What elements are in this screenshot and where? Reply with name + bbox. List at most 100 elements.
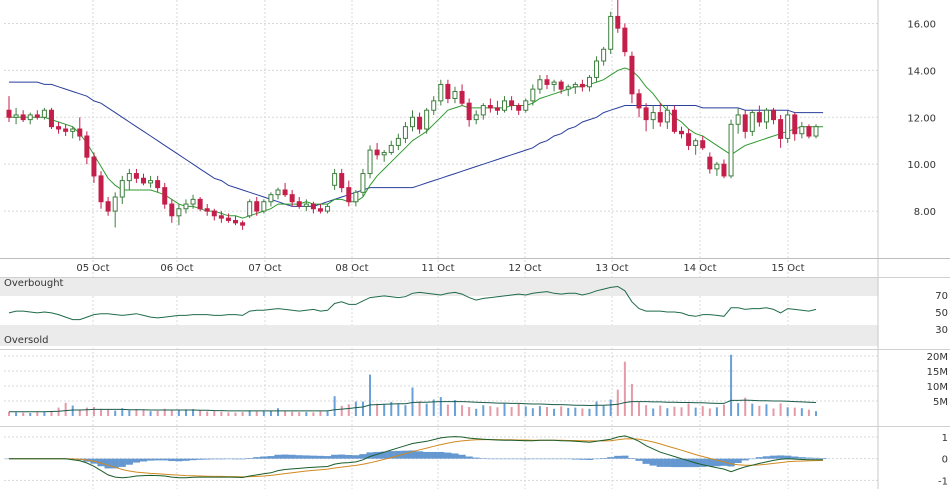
volume-bar (241, 412, 244, 416)
candle-up (749, 112, 755, 132)
candle-down (579, 83, 585, 88)
candle-down (254, 201, 260, 212)
volume-bar (645, 405, 648, 416)
macd-histogram-bar (139, 458, 148, 462)
candle-down (346, 187, 352, 203)
macd-histogram-bar (423, 451, 431, 459)
macd-histogram-bar (146, 458, 155, 461)
candle-down (509, 100, 515, 107)
volume-bar (248, 410, 251, 416)
macd-histogram-bar (734, 458, 742, 463)
sma-short-line (9, 67, 824, 219)
candle-up (480, 105, 486, 116)
candle-down (211, 210, 217, 217)
volume-bar (779, 403, 782, 416)
volume-bar (376, 403, 379, 416)
volume-bar (468, 407, 471, 416)
candle-down (218, 215, 224, 219)
volume-bar (213, 411, 216, 416)
price-tick-label: 10.00 (907, 160, 936, 171)
macd-histogram-bar (210, 458, 218, 460)
volume-bar (383, 404, 386, 416)
candle-down (374, 149, 380, 156)
macd-histogram-bar (500, 458, 509, 460)
volume-bar (404, 405, 407, 416)
macd-histogram-bar (302, 455, 310, 459)
volume-bar (553, 408, 556, 416)
volume-bar (446, 404, 449, 416)
macd-histogram-bar (819, 458, 827, 459)
volume-bar (29, 413, 32, 416)
macd-histogram-bar (189, 458, 197, 461)
candle-down (34, 114, 40, 118)
candle-down (629, 55, 635, 95)
date-tick-label: 14 Oct (683, 263, 716, 274)
candle-down (679, 130, 684, 135)
candle-down (84, 135, 90, 158)
macd-histogram-bar (748, 458, 756, 460)
candle-down (417, 116, 423, 130)
volume-panel (8, 354, 817, 416)
volume-bar (354, 401, 357, 416)
candle-down (636, 93, 642, 109)
volume-bar (638, 402, 641, 416)
macd-histogram-bar (118, 458, 126, 467)
volume-bar (744, 397, 747, 416)
macd-histogram-bar (755, 457, 763, 459)
macd-histogram-bar (203, 458, 211, 460)
volume-bar (64, 402, 67, 416)
macd-histogram-bar (373, 451, 381, 459)
macd-histogram-bar (437, 451, 445, 459)
volume-bar (461, 405, 464, 416)
macd-histogram-bar (798, 457, 806, 459)
volume-bar (418, 401, 421, 416)
volume-bar (687, 403, 690, 416)
candle-up (402, 126, 408, 139)
candle-up (586, 76, 592, 88)
macd-histogram-bar (592, 458, 601, 460)
candle-up (813, 126, 819, 137)
candle-down (233, 219, 239, 224)
macd-histogram-bar (394, 450, 402, 459)
candle-down (516, 105, 522, 111)
candle-up (126, 173, 132, 182)
macd-histogram-bar (805, 457, 813, 459)
volume-bar (666, 408, 669, 416)
macd-histogram-bar (812, 457, 820, 459)
macd-histogram-bar (578, 458, 586, 460)
macd-histogram-bar (132, 458, 141, 463)
macd-histogram-bar (430, 451, 438, 459)
macd-histogram-bar (224, 458, 233, 460)
candle-down (339, 173, 345, 189)
volume-bar (397, 403, 400, 416)
volume-bar (121, 408, 124, 416)
candle-down (141, 177, 146, 184)
volume-bar (50, 411, 53, 416)
volume-bar (107, 409, 110, 416)
candle-down (289, 194, 295, 203)
candle-up (438, 83, 444, 102)
macd-histogram-bar (267, 456, 275, 459)
volume-bar (475, 408, 478, 416)
candle-up (664, 109, 670, 123)
volume-bar (255, 411, 258, 416)
volume-bar (517, 404, 520, 416)
candle-up (594, 60, 600, 78)
volume-bar (560, 406, 563, 416)
volume-bar (722, 404, 725, 416)
volume-bar (163, 408, 166, 416)
candle-down (91, 156, 97, 177)
volume-bar (142, 410, 145, 416)
volume-tick-label: 15M (927, 367, 948, 378)
date-tick-label: 06 Oct (160, 263, 193, 274)
volume-bar (22, 412, 25, 416)
candle-up (148, 180, 154, 184)
candle-down (155, 180, 161, 189)
volume-bar (510, 407, 513, 416)
macd-histogram-bar (493, 458, 502, 460)
volume-bar (199, 410, 202, 416)
macd-tick-label: 1 (942, 433, 948, 444)
macd-histogram-bar (628, 458, 636, 459)
candle-down (742, 114, 748, 132)
